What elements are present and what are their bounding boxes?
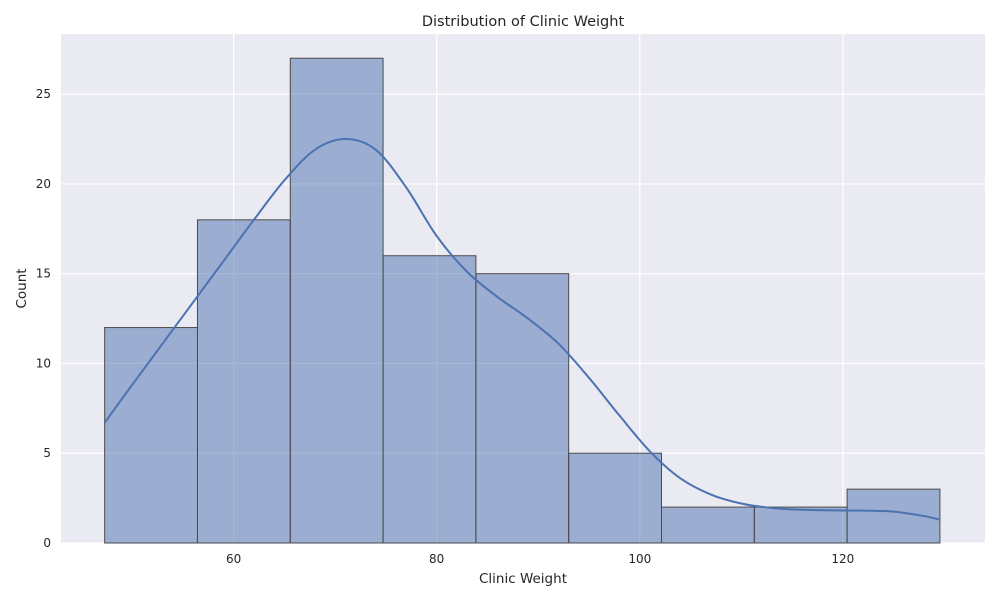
x-tick-label: 100	[628, 552, 651, 566]
y-tick-label: 25	[36, 87, 51, 101]
x-axis-label: Clinic Weight	[479, 571, 567, 587]
y-tick-label: 15	[36, 267, 51, 281]
histogram-bar	[289, 57, 384, 544]
y-tick-label: 5	[43, 446, 51, 460]
y-axis-label: Count	[14, 268, 30, 308]
histogram-bar	[475, 273, 570, 544]
y-tick-label: 10	[36, 356, 51, 370]
x-tick-label: 60	[226, 552, 241, 566]
chart-title: Distribution of Clinic Weight	[422, 14, 625, 30]
histogram-bar	[753, 506, 848, 544]
histogram-bar	[382, 255, 477, 544]
x-tick-label: 80	[429, 552, 444, 566]
x-axis-ticks: 60 80 100 120	[226, 552, 854, 566]
kde-curve	[103, 138, 941, 521]
x-tick-label: 120	[831, 552, 854, 566]
histogram-bar	[196, 219, 291, 544]
y-axis-ticks: 0 5 10 15 20 25	[36, 87, 51, 550]
y-tick-label: 0	[43, 536, 51, 550]
histogram-bar	[104, 327, 198, 544]
y-tick-label: 20	[36, 177, 51, 191]
histogram-bar	[568, 452, 662, 544]
histogram-bar	[660, 506, 755, 544]
